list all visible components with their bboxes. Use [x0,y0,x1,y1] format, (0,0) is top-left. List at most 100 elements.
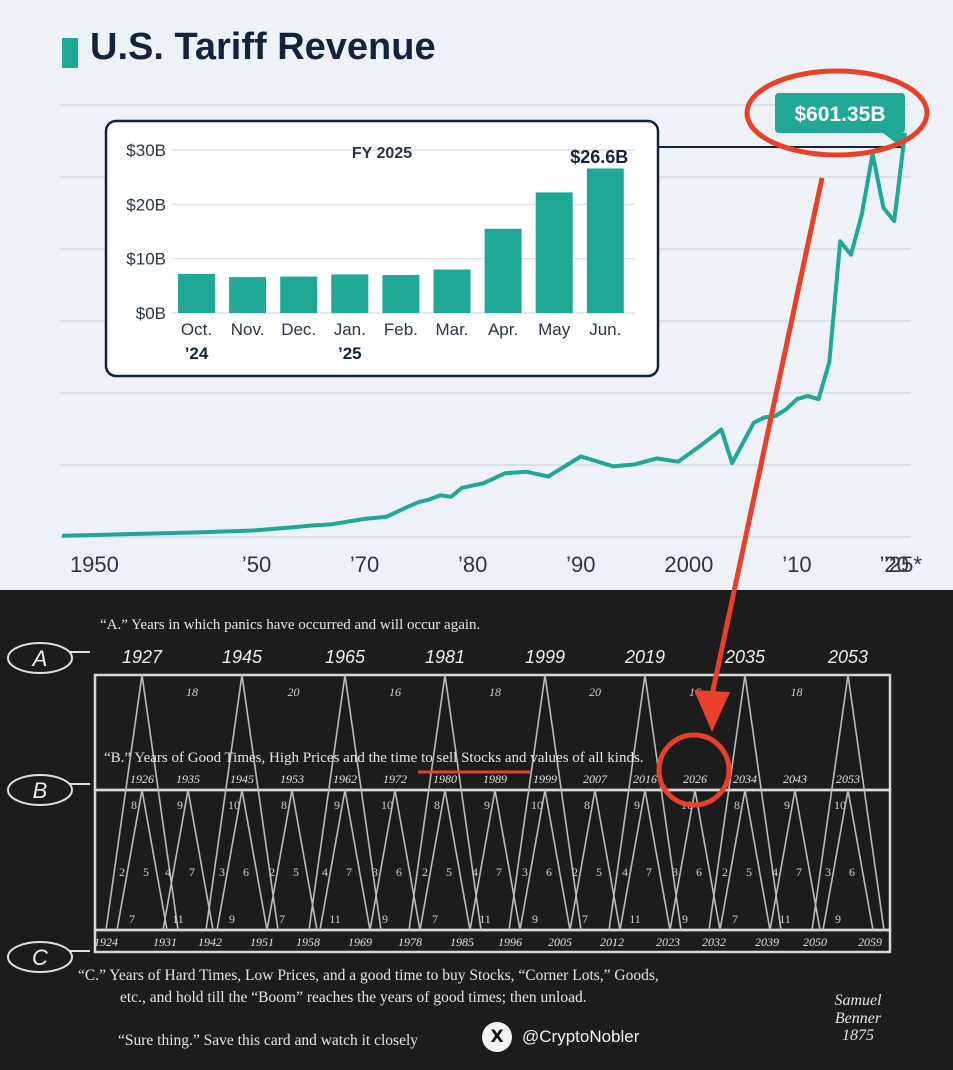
main-x-tick: ’90 [566,552,595,577]
good-times-year: 2053 [836,772,860,786]
bottom-gap: 9 [682,912,688,926]
panic-gap: 18 [186,685,198,699]
good-times-line [822,789,874,931]
inset-y-tick: $0B [136,304,166,323]
inset-y-tick: $10B [126,250,166,269]
panic-year: 2019 [624,647,665,667]
callout-circle [744,68,930,158]
inset-y-tick: $30B [126,141,166,160]
callout-value: $601.35B [794,103,885,126]
inset-bar [535,192,573,313]
bottom-gap: 11 [779,912,791,926]
mid-gap: 7 [646,865,652,879]
line-c-caption: “C.” Years of Hard Times, Low Prices, an… [78,967,659,984]
inset-x-tick: Dec. [281,320,316,339]
good-times-line [669,789,721,931]
inset-x-tick: Oct. [181,320,212,339]
inset-title: FY 2025 [352,145,412,162]
bottom-gap: 11 [479,912,491,926]
arrow-head [694,690,730,732]
hard-times-year: 2050 [803,935,827,949]
mid-gap: 3 [825,865,831,879]
panic-gap: 18 [489,685,501,699]
panic-year: 1981 [425,647,465,667]
mid-gap: 4 [772,865,778,879]
panic-year: 1965 [325,647,366,667]
benner-chart-panel [0,590,953,1070]
arrow-shaft [709,177,825,696]
line-b-caption: “B.” Years of Good Times, High Prices an… [104,750,644,766]
hard-times-year: 1985 [450,935,474,949]
panic-year: 1945 [222,647,263,667]
bottom-gap: 9 [532,912,538,926]
panic-year: 1999 [525,647,565,667]
mid-gap: 5 [446,865,452,879]
inset-bar [331,274,369,313]
good-times-line [266,789,318,931]
good-times-year: 2034 [733,772,757,786]
good-times-line [319,789,371,931]
good-times-line [216,789,268,931]
inset-x-tick: Apr. [488,320,518,339]
main-x-tick: ’20 [880,552,909,577]
mid-gap: 7 [189,865,195,879]
top-gap: 8 [281,798,287,812]
mid-gap: 6 [243,865,249,879]
benner-box-bottom [93,928,892,954]
main-x-tick: ’10 [782,552,811,577]
main-x-tick: ’80 [458,552,487,577]
inset-bar [586,168,624,313]
mid-gap: 6 [546,865,552,879]
hard-times-year: 1958 [296,935,320,949]
main-x-tick: ’70 [350,552,379,577]
hard-times-year: 1996 [498,935,522,949]
hard-times-year: 1942 [198,935,222,949]
mid-gap: 2 [119,865,125,879]
mid-gap: 5 [293,865,299,879]
top-gap: 8 [131,798,137,812]
panic-gap: 20 [589,685,601,699]
hard-times-year: 1931 [153,935,177,949]
panic-year: 2053 [827,647,868,667]
mid-gap: 4 [472,865,478,879]
mid-gap: 2 [722,865,728,879]
hand-letter: C [32,945,48,970]
inset-x-tick: Mar. [435,320,468,339]
good-times-line [116,789,168,931]
inset-bars [178,168,624,313]
panic-cycle-line [811,674,885,931]
inset-labels: $30B $20B $10B $0B FY 2025 Oct. ’24 Nov. Dec. Jan… [126,141,628,363]
inset-x-year: ’25 [338,344,362,363]
panic-cycle-line [105,674,179,931]
good-times-year: 1935 [176,772,200,786]
bottom-gap: 11 [629,912,641,926]
footer-caption: “Sure thing.” Save this card and watch i… [118,1032,419,1049]
main-x-tick: 1950 [70,552,119,577]
bottom-gap: 7 [432,912,438,926]
callout-badge [775,93,905,133]
hard-times-year: 2059 [858,935,882,949]
hard-times-year: 1969 [348,935,372,949]
top-gap: 8 [584,798,590,812]
mid-gap: 7 [796,865,802,879]
inset-y-tick: $20B [126,195,166,214]
mid-gap: 4 [165,865,171,879]
panic-gap: 20 [288,685,300,699]
bottom-gap: 7 [129,912,135,926]
pointing-hand-icon [7,774,73,806]
panic-cycle-line [508,674,582,931]
hard-times-year: 2032 [702,935,726,949]
bottom-gap: 7 [279,912,285,926]
social-handle[interactable]: X @CryptoNobler [482,1022,639,1052]
good-times-line [469,789,521,931]
panic-year: 1927 [122,647,163,667]
inset-x-tick: Jan. [334,320,366,339]
top-gap: 9 [334,798,340,812]
panic-cycle-line [308,674,382,931]
hard-times-year: 2005 [548,935,572,949]
inset-bar [280,276,318,313]
inset-x-tick: Nov. [231,320,265,339]
main-x-tick: ’25* [884,552,922,577]
inset-x-tick: May [538,320,571,339]
bottom-gap: 11 [329,912,341,926]
